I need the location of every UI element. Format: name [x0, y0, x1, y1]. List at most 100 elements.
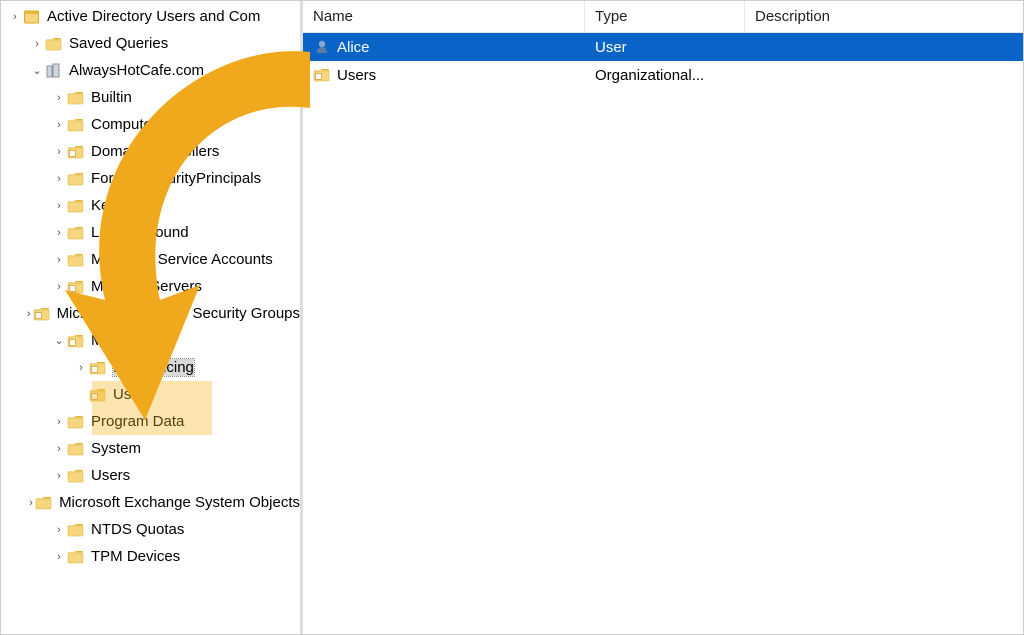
tree-item[interactable]: › System — [1, 435, 300, 462]
folder-icon — [67, 116, 85, 134]
folder-icon — [67, 251, 85, 269]
column-header-name[interactable]: Name — [303, 1, 585, 32]
list-item-name: Users — [337, 67, 376, 84]
tree-item[interactable]: › Saved Queries — [1, 30, 300, 57]
chevron-right-icon[interactable]: › — [51, 225, 67, 241]
tree-item-label: TPM Devices — [91, 548, 180, 565]
chevron-right-icon[interactable]: › — [51, 279, 67, 295]
list-row[interactable]: Users Organizational... — [303, 61, 1023, 89]
tree-item[interactable]: ⌄ AlwaysHotCafe.com — [1, 57, 300, 84]
ou-icon — [89, 386, 107, 404]
folder-icon — [67, 548, 85, 566]
list-body: Alice User Users Organizational... — [303, 33, 1023, 89]
chevron-right-icon[interactable]: › — [51, 522, 67, 538]
column-header-description[interactable]: Description — [745, 1, 1023, 32]
chevron-right-icon[interactable]: › — [51, 468, 67, 484]
list-item-type: User — [585, 39, 745, 56]
tree-item[interactable]: › Computers — [1, 111, 300, 138]
tree-pane: ›Active Directory Users and Com›Saved Qu… — [1, 1, 303, 634]
chevron-right-icon[interactable]: › — [51, 117, 67, 133]
chevron-right-icon[interactable]: › — [51, 144, 67, 160]
ou-icon — [313, 66, 331, 84]
folder-icon — [67, 413, 85, 431]
folder-icon — [45, 35, 63, 53]
window: ›Active Directory Users and Com›Saved Qu… — [0, 0, 1024, 635]
tree-item-label: LostAndFound — [91, 224, 189, 241]
tree-item-label: NTDS Quotas — [91, 521, 184, 538]
chevron-right-icon[interactable]: › — [51, 198, 67, 214]
chevron-right-icon[interactable]: › — [51, 90, 67, 106]
tree-item-label: Domain Controllers — [91, 143, 219, 160]
tree-item-label: Microsoft Exchange System Objects — [59, 494, 300, 511]
folder-icon — [35, 494, 53, 512]
folder-icon — [67, 440, 85, 458]
tree-item[interactable]: › Active Directory Users and Com — [1, 3, 300, 30]
chevron-right-icon[interactable]: › — [27, 495, 35, 511]
tree-item-label: Not Syncing — [113, 359, 194, 376]
tree-root: ›Active Directory Users and Com›Saved Qu… — [1, 1, 300, 572]
tree-item-label: Managed Service Accounts — [91, 251, 273, 268]
folder-icon — [67, 170, 85, 188]
chevron-right-icon[interactable]: › — [51, 252, 67, 268]
tree-item[interactable]: › NTDS Quotas — [1, 516, 300, 543]
folder-icon — [67, 197, 85, 215]
tree-item[interactable]: › Managed Service Accounts — [1, 246, 300, 273]
tree-item-label: Saved Queries — [69, 35, 168, 52]
tree-item[interactable]: › Users — [1, 462, 300, 489]
ou-icon — [89, 359, 107, 377]
list-row[interactable]: Alice User — [303, 33, 1023, 61]
tree-item[interactable]: › Microsoft Exchange System Objects — [1, 489, 300, 516]
ad-root-icon — [23, 8, 41, 26]
tree-item-label: Computers — [91, 116, 164, 133]
chevron-right-icon[interactable]: › — [51, 441, 67, 457]
chevron-right-icon[interactable]: › — [7, 9, 23, 25]
ou-icon — [67, 143, 85, 161]
tree-item[interactable]: › Domain Controllers — [1, 138, 300, 165]
list-header: Name Type Description — [303, 1, 1023, 33]
tree-item-label: System — [91, 440, 141, 457]
tree-item[interactable]: › Member Servers — [1, 273, 300, 300]
domain-icon — [45, 62, 63, 80]
chevron-right-icon[interactable]: › — [51, 549, 67, 565]
tree-item[interactable]: ⌄ MyBusiness — [1, 327, 300, 354]
chevron-down-icon[interactable]: ⌄ — [29, 63, 45, 79]
tree-item[interactable]: › ForeignSecurityPrincipals — [1, 165, 300, 192]
tree-item-label: Users — [91, 467, 130, 484]
tree-item[interactable]: Users — [1, 381, 300, 408]
user-icon — [313, 38, 331, 56]
chevron-right-icon[interactable]: › — [51, 414, 67, 430]
chevron-right-icon[interactable]: › — [29, 36, 45, 52]
tree-item[interactable]: › Builtin — [1, 84, 300, 111]
tree-item[interactable]: › Microsoft Exchange Security Groups — [1, 300, 300, 327]
chevron-down-icon[interactable]: ⌄ — [51, 333, 67, 349]
ou-icon — [33, 305, 51, 323]
tree-item-label: MyBusiness — [91, 332, 172, 349]
chevron-right-icon[interactable]: › — [73, 360, 89, 376]
tree-item[interactable]: › TPM Devices — [1, 543, 300, 570]
tree-item-label: Member Servers — [91, 278, 202, 295]
tree-item[interactable]: › Keys — [1, 192, 300, 219]
ou-icon — [67, 332, 85, 350]
list-item-name: Alice — [337, 39, 370, 56]
tree-item-label: AlwaysHotCafe.com — [69, 62, 204, 79]
chevron-right-icon[interactable]: › — [25, 306, 33, 322]
folder-icon — [67, 224, 85, 242]
tree-item[interactable]: › LostAndFound — [1, 219, 300, 246]
folder-icon — [67, 467, 85, 485]
folder-icon — [67, 89, 85, 107]
tree-item-label: Active Directory Users and Com — [47, 8, 260, 25]
tree-item-label: Users — [113, 386, 152, 403]
list-item-type: Organizational... — [585, 67, 745, 84]
tree-item-label: Keys — [91, 197, 124, 214]
tree-item-label: Program Data — [91, 413, 184, 430]
ou-icon — [67, 278, 85, 296]
tree-item[interactable]: › Not Syncing — [1, 354, 300, 381]
tree-item[interactable]: › Program Data — [1, 408, 300, 435]
tree-item-label: Builtin — [91, 89, 132, 106]
list-pane: Name Type Description Alice User Users Orga… — [303, 1, 1023, 634]
tree-item-label: ForeignSecurityPrincipals — [91, 170, 261, 187]
folder-icon — [67, 521, 85, 539]
chevron-right-icon[interactable]: › — [51, 171, 67, 187]
tree-item-label: Microsoft Exchange Security Groups — [57, 305, 300, 322]
column-header-type[interactable]: Type — [585, 1, 745, 32]
